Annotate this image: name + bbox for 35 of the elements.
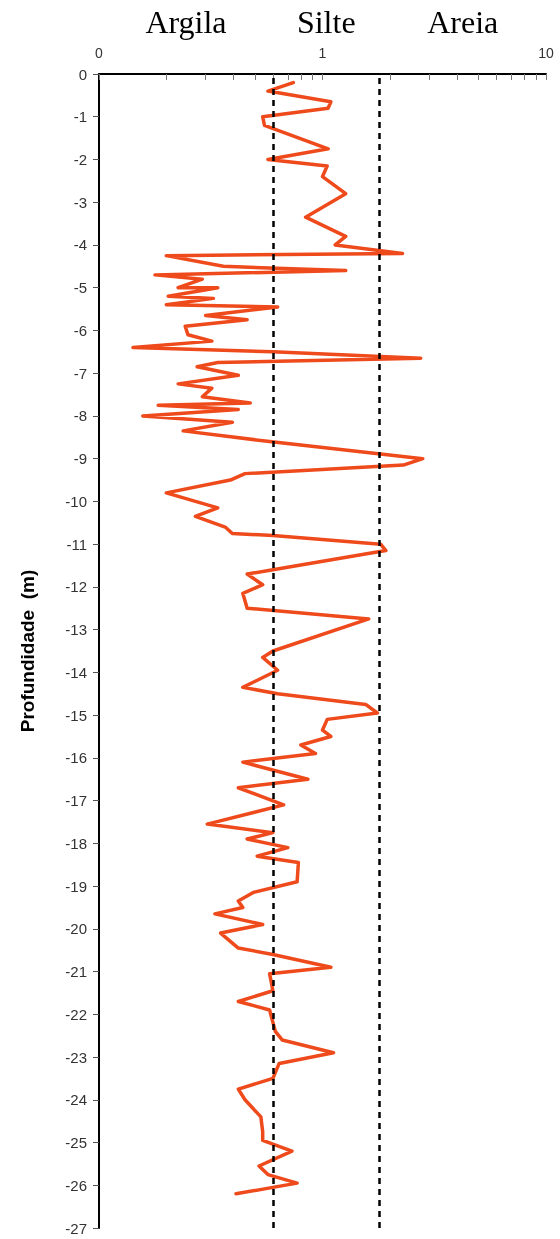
y-tick-label: -21 — [65, 963, 87, 981]
x-tick-label: 10 — [538, 45, 554, 61]
y-tick-label: -18 — [65, 834, 87, 852]
y-tick-label: -23 — [65, 1048, 87, 1066]
y-tick-label: -8 — [73, 407, 87, 425]
y-tick-label: -22 — [65, 1005, 87, 1023]
y-tick-label: -13 — [65, 621, 87, 639]
y-tick-label: 0 — [78, 65, 87, 83]
y-tick-label: -17 — [65, 792, 87, 810]
y-tick-label: -15 — [65, 706, 87, 724]
y-tick-label: -24 — [65, 1091, 87, 1109]
y-tick-label: -2 — [73, 150, 87, 168]
y-tick-label: -11 — [66, 535, 87, 553]
text: Areia — [427, 4, 499, 40]
y-tick-label: -9 — [73, 450, 87, 468]
y-tick-label: -5 — [73, 279, 87, 297]
y-tick-label: -20 — [65, 920, 87, 938]
y-tick-label: -4 — [73, 236, 87, 254]
text: Silte — [296, 4, 356, 40]
y-tick-label: -1 — [73, 108, 87, 126]
y-tick-label: -16 — [65, 749, 87, 767]
y-tick-label: -26 — [65, 1176, 87, 1194]
y-tick-label: -10 — [65, 492, 87, 510]
y-tick-label: -25 — [65, 1134, 87, 1152]
y-axis-title: Profundidade (m) — [17, 569, 38, 733]
x-tick-label: 0 — [95, 45, 104, 61]
x-tick-label: 1 — [318, 45, 327, 61]
y-tick-label: -12 — [65, 578, 87, 596]
y-tick-label: -19 — [65, 877, 87, 895]
y-tick-label: -14 — [65, 663, 87, 681]
y-tick-label: -7 — [73, 364, 87, 382]
y-tick-label: -3 — [73, 193, 87, 211]
text: Argila — [145, 4, 227, 40]
y-tick-label: -27 — [65, 1219, 87, 1237]
y-tick-label: -6 — [73, 321, 87, 339]
